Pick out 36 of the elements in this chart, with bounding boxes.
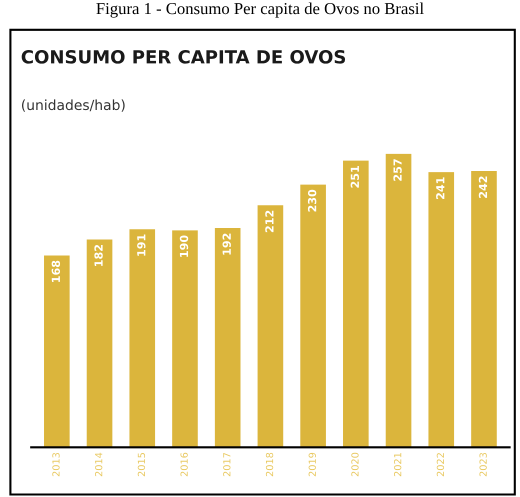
x-tick-label: 2021 [394,453,402,476]
data-label: 251 [350,166,360,188]
data-label: 257 [393,159,402,181]
bar [343,160,369,448]
data-label: 168 [52,260,60,282]
bar [172,230,198,448]
data-label: 242 [478,176,488,198]
chart-subtitle: (unidades/hab) [22,99,125,112]
bar [300,184,326,448]
data-label: 230 [308,190,316,212]
bar [258,205,284,448]
bar [44,255,70,448]
x-tick-label: 2020 [351,452,359,476]
text: Figura 1 - Consumo Per capita de Ovos no Brasil [96,2,424,18]
data-label: 212 [265,210,274,232]
x-tick-label: 2023 [479,452,487,476]
data-label: 241 [436,177,444,199]
bar [471,170,497,448]
x-tick-label: 2019 [308,452,316,476]
bar [214,228,240,448]
x-tick-label: 2016 [180,452,188,476]
data-label: 182 [94,245,103,266]
x-tick-label: 2013 [52,452,60,476]
x-tick-label: 2015 [138,453,146,476]
data-label: 190 [180,235,188,257]
data-label: 191 [137,234,146,256]
x-tick-label: 2017 [223,452,231,476]
x-tick-label: 2018 [266,452,274,476]
bar [386,154,412,448]
bar [428,172,454,448]
data-label: 192 [222,234,231,255]
x-tick-label: 2014 [95,452,102,476]
x-tick-label: 2022 [436,453,444,476]
chart-title: CONSUMO PER CAPITA DE OVOS [22,50,346,64]
bar [129,229,156,448]
bar [86,239,112,448]
